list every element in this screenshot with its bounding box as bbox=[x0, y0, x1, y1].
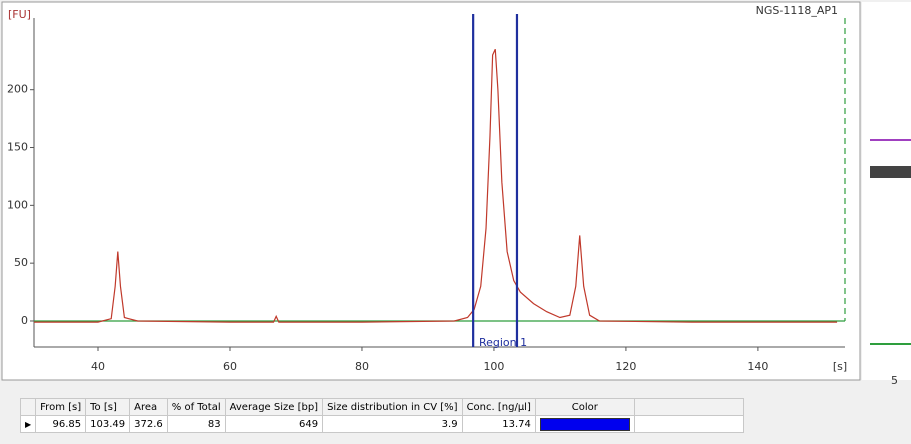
x-axis-label: [s] bbox=[833, 360, 847, 373]
table-cell: 83 bbox=[167, 416, 225, 433]
y-tick-label: 0 bbox=[21, 314, 28, 327]
color-swatch bbox=[540, 418, 630, 431]
table-cell: 96.85 bbox=[36, 416, 86, 433]
row-marker: ▶ bbox=[21, 416, 36, 433]
spare-header bbox=[634, 399, 743, 416]
gel-panel bbox=[862, 2, 911, 380]
table-cell: 3.9 bbox=[323, 416, 462, 433]
table-cell: 103.49 bbox=[86, 416, 130, 433]
gel-band bbox=[870, 166, 911, 178]
x-tick-label: 60 bbox=[223, 360, 237, 373]
x-tick-label: 40 bbox=[91, 360, 105, 373]
x-tick-label: 80 bbox=[355, 360, 369, 373]
table-cell: 372.6 bbox=[130, 416, 168, 433]
column-header: From [s] bbox=[36, 399, 86, 416]
page: 5 [FU] [s] NGS-1118_AP1 0 50 100 150 200 40 60… bbox=[0, 0, 911, 444]
y-tick-label: 150 bbox=[7, 141, 28, 154]
table-cell: 13.74 bbox=[462, 416, 535, 433]
table-cell: 649 bbox=[225, 416, 322, 433]
row-marker-header bbox=[21, 399, 36, 416]
spare-cell bbox=[634, 416, 743, 433]
x-tick-label: 100 bbox=[483, 360, 504, 373]
color-cell bbox=[535, 416, 634, 433]
y-tick-label: 200 bbox=[7, 83, 28, 96]
column-header: Area bbox=[130, 399, 168, 416]
y-tick-label: 50 bbox=[14, 256, 28, 269]
sample-name: NGS-1118_AP1 bbox=[756, 4, 838, 17]
column-header: Size distribution in CV [%] bbox=[323, 399, 462, 416]
x-tick-label: 140 bbox=[747, 360, 768, 373]
column-header: To [s] bbox=[86, 399, 130, 416]
y-axis-label: [FU] bbox=[8, 8, 31, 21]
column-header: % of Total bbox=[167, 399, 225, 416]
y-tick-label: 100 bbox=[7, 198, 28, 211]
column-header: Color bbox=[535, 399, 634, 416]
gel-lane-label: 5 bbox=[891, 374, 898, 387]
region-label: Region 1 bbox=[479, 336, 527, 349]
plot-area bbox=[34, 18, 845, 347]
column-header: Average Size [bp] bbox=[225, 399, 322, 416]
column-header: Conc. [ng/µl] bbox=[462, 399, 535, 416]
x-tick-label: 120 bbox=[615, 360, 636, 373]
screen: 5 [FU] [s] NGS-1118_AP1 0 50 100 150 200 40 60… bbox=[0, 0, 911, 444]
